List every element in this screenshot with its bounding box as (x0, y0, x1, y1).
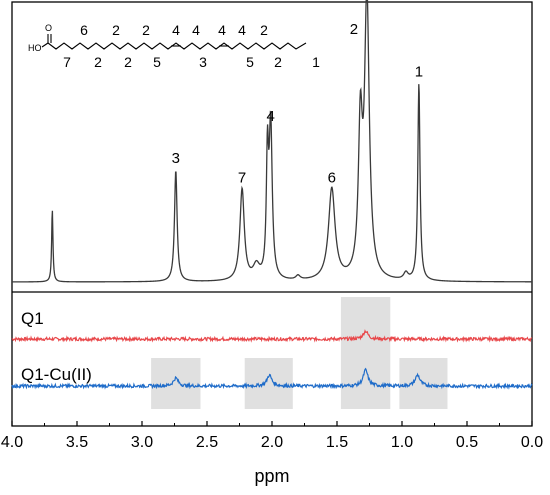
peak-label: 4 (267, 108, 275, 125)
peak-label: 3 (172, 150, 180, 167)
peak-label: 1 (415, 64, 423, 81)
molecule-number: 4 (192, 22, 200, 38)
molecule-number: 2 (124, 54, 132, 70)
x-tick-label: 0.5 (456, 434, 478, 451)
carbonyl-oxygen-label: O (45, 23, 52, 33)
x-tick-label: 1.5 (326, 434, 348, 451)
molecule-number: 2 (142, 22, 150, 38)
peak-label: 7 (238, 169, 246, 186)
x-tick-label: 2.0 (261, 434, 283, 451)
x-tick-label: 1.0 (391, 434, 413, 451)
molecule-number: 7 (63, 54, 71, 70)
molecule-number: 2 (94, 54, 102, 70)
x-tick-label: 2.5 (196, 434, 218, 451)
peak-labels: 3 7 4 6 2 1 (172, 21, 423, 186)
peak-label: 6 (328, 169, 336, 186)
hydroxyl-label: HO (28, 43, 42, 53)
reference-spectrum-line (12, 0, 532, 283)
x-axis-title: ppm (254, 466, 289, 486)
highlight-region (151, 358, 201, 409)
molecule-number: 1 (312, 54, 320, 70)
x-tick-label: 0.0 (521, 434, 543, 451)
peak-label: 2 (350, 21, 358, 38)
highlight-region (244, 358, 293, 409)
trace-label-q1-cu: Q1-Cu(II) (21, 365, 92, 384)
highlight-regions (151, 297, 448, 409)
carbon-chain-bond (47, 42, 307, 50)
molecule-number: 2 (112, 22, 120, 38)
molecule-number: 2 (260, 22, 268, 38)
hydroxyl-bond (41, 42, 49, 48)
molecule-lower-numbers: 7 2 2 5 3 5 2 1 (63, 54, 320, 70)
x-axis-tick-labels: 4.0 3.5 3.0 2.5 2.0 1.5 1.0 0.5 0.0 (1, 434, 543, 451)
trace-label-q1: Q1 (21, 309, 44, 328)
q1-cu-spectrum-line (11, 367, 533, 390)
highlight-region (340, 297, 391, 409)
molecule-number: 6 (80, 22, 88, 38)
molecule-number: 5 (246, 54, 254, 70)
x-tick-label: 3.0 (131, 434, 153, 451)
x-tick-label: 4.0 (1, 434, 23, 451)
molecule-number: 2 (274, 54, 282, 70)
molecule-number: 5 (153, 54, 161, 70)
q1-spectrum-line (11, 329, 533, 343)
molecule-number: 3 (199, 54, 207, 70)
x-tick-label: 3.5 (66, 434, 88, 451)
molecule-number: 4 (238, 22, 246, 38)
x-axis-ticks (11, 421, 533, 426)
molecule-number: 4 (218, 22, 226, 38)
molecule-number: 4 (172, 22, 180, 38)
